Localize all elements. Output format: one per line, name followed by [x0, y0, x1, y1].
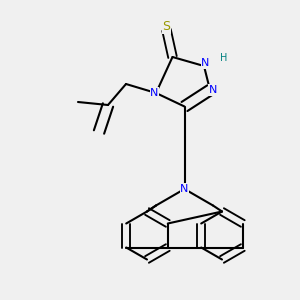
Text: N: N: [201, 58, 210, 68]
Text: S: S: [163, 20, 170, 34]
Text: N: N: [150, 88, 159, 98]
Text: N: N: [209, 85, 217, 95]
Text: N: N: [180, 184, 189, 194]
Text: H: H: [220, 53, 227, 64]
